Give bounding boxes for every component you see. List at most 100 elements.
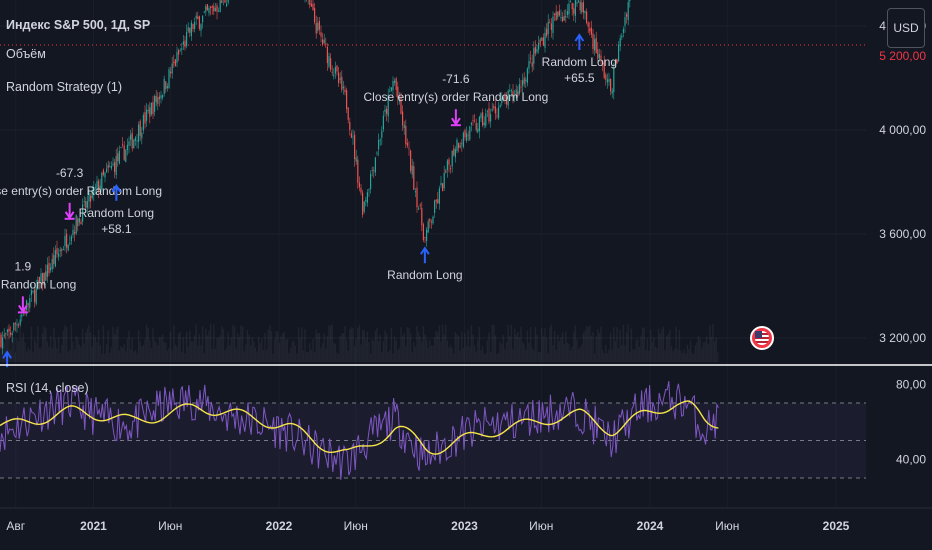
volume-bar bbox=[688, 349, 690, 362]
candle-body bbox=[365, 199, 367, 202]
volume-bar bbox=[54, 339, 57, 362]
volume-bar bbox=[96, 342, 98, 362]
candle-body bbox=[67, 244, 69, 251]
volume-bar bbox=[217, 337, 220, 362]
candle-body bbox=[454, 149, 456, 158]
volume-bar bbox=[533, 350, 535, 362]
volume-bar bbox=[179, 331, 181, 362]
volume-bar bbox=[249, 345, 252, 362]
volume-bar bbox=[451, 348, 453, 362]
candle-body bbox=[456, 139, 458, 152]
candle-body bbox=[171, 63, 173, 74]
currency-button[interactable]: USD bbox=[887, 8, 925, 48]
rsi-legend[interactable]: RSI (14, close) bbox=[6, 381, 89, 395]
volume-bar bbox=[675, 326, 677, 362]
time-tick-label: Авг bbox=[6, 519, 25, 533]
volume-bar bbox=[225, 347, 228, 362]
volume-bar bbox=[497, 352, 500, 362]
volume-bar bbox=[297, 327, 300, 362]
volume-bar bbox=[587, 326, 589, 362]
candle-body bbox=[586, 11, 588, 24]
volume-bar bbox=[619, 329, 621, 362]
candle-body bbox=[525, 79, 527, 82]
volume-bar bbox=[528, 342, 530, 362]
candle-body bbox=[565, 16, 567, 18]
candle-body bbox=[531, 62, 533, 67]
volume-bar bbox=[115, 329, 117, 362]
candle-body bbox=[570, 1, 572, 3]
volume-bar bbox=[48, 346, 50, 362]
time-tick-label: 2021 bbox=[80, 519, 107, 533]
candle-body bbox=[318, 20, 320, 30]
candle-body bbox=[621, 35, 623, 38]
volume-bar bbox=[507, 325, 509, 362]
candle-body bbox=[435, 199, 437, 202]
candle-body bbox=[314, 8, 316, 23]
volume-bar bbox=[37, 326, 39, 362]
candle-body bbox=[458, 142, 460, 149]
volume-bar bbox=[208, 330, 210, 362]
candle-body bbox=[475, 122, 477, 130]
volume-bar bbox=[293, 340, 295, 362]
volume-bar bbox=[657, 328, 660, 362]
candle-body bbox=[182, 41, 184, 45]
candle-body bbox=[189, 27, 191, 33]
volume-bar bbox=[630, 328, 633, 362]
volume-bar bbox=[307, 351, 309, 362]
candle-body bbox=[517, 91, 519, 97]
strategy-legend[interactable]: Random Strategy (1) bbox=[6, 80, 123, 94]
volume-bar bbox=[505, 342, 508, 362]
candle-body bbox=[395, 78, 397, 90]
volume-bar bbox=[673, 348, 676, 362]
candle-body bbox=[538, 42, 540, 50]
candle-body bbox=[74, 231, 76, 234]
candle-body bbox=[102, 169, 104, 175]
volume-legend[interactable]: Объём bbox=[6, 47, 46, 61]
us-flag-icon[interactable] bbox=[750, 326, 774, 350]
entry-arrow-head[interactable] bbox=[2, 350, 12, 359]
entry-arrow-head[interactable] bbox=[574, 33, 585, 42]
candle-body bbox=[514, 96, 516, 98]
volume-bar bbox=[614, 340, 617, 362]
time-axis[interactable]: Авг 2021 Июн 2022 Июн 2023 Июн 2024 Июн 2025 bbox=[6, 519, 849, 533]
candle-body bbox=[203, 11, 205, 13]
candle-body bbox=[330, 58, 332, 70]
volume-bar bbox=[161, 334, 164, 362]
candle-body bbox=[325, 43, 327, 45]
volume-bar bbox=[317, 333, 319, 362]
volume-bar bbox=[545, 337, 548, 362]
volume-bar bbox=[613, 327, 615, 362]
volume-bar bbox=[16, 338, 18, 362]
candle-body bbox=[416, 187, 418, 208]
candle-body bbox=[542, 37, 544, 46]
volume-bar bbox=[105, 344, 108, 362]
symbol-title[interactable]: Индекс S&P 500, 1Д, SP bbox=[6, 18, 151, 32]
time-tick-label: Июн bbox=[344, 519, 368, 533]
volume-bar bbox=[8, 326, 10, 362]
candle-body bbox=[523, 77, 525, 84]
candle-body bbox=[506, 96, 508, 105]
volume-bar bbox=[606, 353, 609, 362]
volume-bar bbox=[403, 332, 405, 362]
candle-body bbox=[483, 122, 485, 126]
volume-bar bbox=[85, 332, 87, 362]
volume-bar bbox=[712, 324, 714, 362]
candle-body bbox=[611, 90, 613, 94]
price-axis[interactable]: 3 200,003 600,004 000,004 400,004 800,00… bbox=[879, 0, 926, 345]
candle-body bbox=[582, 2, 584, 13]
candle-body bbox=[384, 109, 386, 112]
volume-bar bbox=[222, 328, 225, 362]
volume-bar bbox=[57, 337, 60, 362]
rsi-axis[interactable]: 40,00 80,00 bbox=[896, 377, 926, 466]
candle-body bbox=[3, 334, 5, 337]
candle-body bbox=[434, 200, 436, 214]
candle-body bbox=[502, 97, 504, 100]
volume-bar bbox=[662, 326, 665, 362]
volume-bar bbox=[136, 352, 138, 362]
entry-arrow-head[interactable] bbox=[111, 183, 122, 193]
volume-bar bbox=[701, 348, 703, 362]
entry-arrow-head[interactable] bbox=[420, 246, 430, 255]
candle-body bbox=[136, 140, 138, 142]
candle-body bbox=[163, 78, 165, 94]
